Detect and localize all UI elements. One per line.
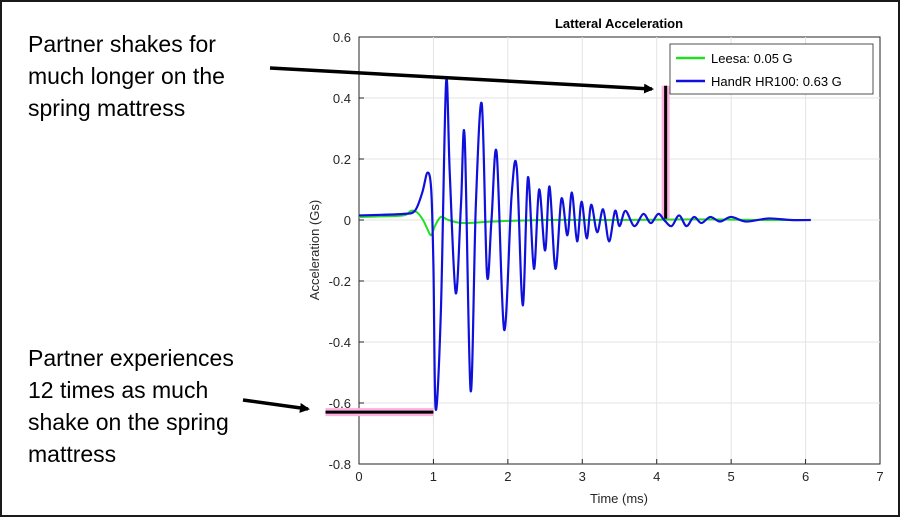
annotation-line: shake on the spring xyxy=(28,409,229,435)
x-tick-label: 6 xyxy=(802,469,809,484)
y-tick-label: -0.8 xyxy=(329,457,351,472)
x-tick-label: 4 xyxy=(653,469,660,484)
arrow-duration xyxy=(269,66,654,94)
annotation-magnitude: Partner experiences 12 times as much sha… xyxy=(28,342,298,470)
y-tick-label: 0.6 xyxy=(333,30,351,45)
legend: Leesa: 0.05 G HandR HR100: 0.63 G xyxy=(669,43,874,95)
y-tick-label: 0 xyxy=(344,213,351,228)
x-tick-label: 3 xyxy=(579,469,586,484)
annotation-duration: Partner shakes for much longer on the sp… xyxy=(28,28,308,124)
y-tick-label: -0.2 xyxy=(329,274,351,289)
y-tick-label: 0.4 xyxy=(333,91,351,106)
highlight-bars xyxy=(325,85,670,417)
annotation-line: mattress xyxy=(28,441,117,467)
y-axis-label: Acceleration (Gs) xyxy=(307,200,322,300)
x-tick-label: 7 xyxy=(876,469,883,484)
arrow-magnitude xyxy=(242,398,310,413)
annotation-line: much longer on the xyxy=(28,63,225,89)
x-tick-label: 1 xyxy=(430,469,437,484)
annotation-line: 12 times as much xyxy=(28,377,209,403)
series-line-handr-hr100 xyxy=(358,77,811,411)
x-tick-label: 0 xyxy=(355,469,362,484)
x-axis-label: Time (ms) xyxy=(590,491,648,506)
chart-title: Latteral Acceleration xyxy=(555,16,683,31)
data-series xyxy=(358,77,811,411)
x-tick-label: 2 xyxy=(504,469,511,484)
legend-box xyxy=(669,43,874,95)
annotation-line: Partner shakes for xyxy=(28,31,216,57)
annotation-line: Partner experiences xyxy=(28,345,234,371)
y-tick-label: 0.2 xyxy=(333,152,351,167)
annotation-line: spring mattress xyxy=(28,95,186,121)
legend-label-leesa: Leesa: 0.05 G xyxy=(711,51,793,66)
y-tick-label: -0.4 xyxy=(329,335,351,350)
y-tick-label: -0.6 xyxy=(329,396,351,411)
x-tick-label: 5 xyxy=(728,469,735,484)
legend-label-handr: HandR HR100: 0.63 G xyxy=(711,74,842,89)
axis-ticks: 0 1 2 3 4 5 6 7 -0.8 -0.6 -0.4 -0.2 0 0.2 0.4 0.6 xyxy=(329,30,884,484)
series-line-leesa xyxy=(358,209,811,237)
